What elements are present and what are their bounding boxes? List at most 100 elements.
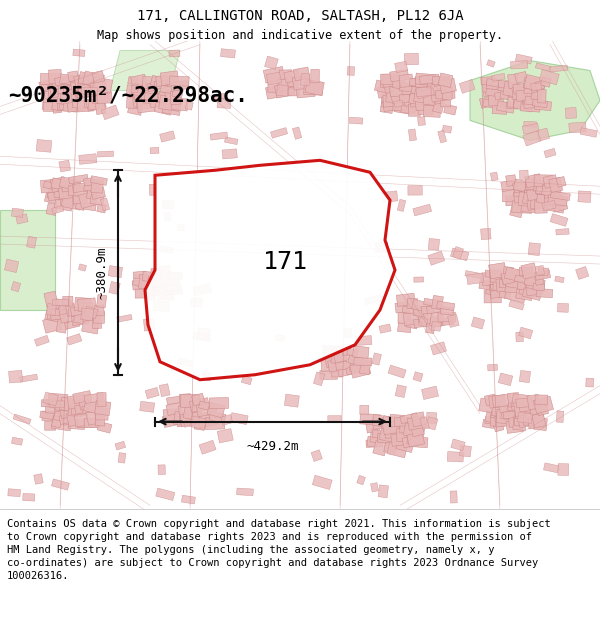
Bar [81, 308, 100, 321]
Bar [434, 95, 444, 104]
Bar [34, 335, 49, 346]
Bar [372, 430, 391, 438]
Bar [409, 129, 416, 141]
Bar [402, 84, 413, 94]
Bar [109, 281, 120, 294]
Bar [397, 429, 410, 441]
Bar [479, 96, 495, 108]
Bar [516, 332, 523, 342]
Bar [34, 474, 43, 484]
Bar [149, 184, 156, 196]
Bar [69, 76, 82, 91]
Bar [90, 86, 102, 100]
Bar [144, 284, 158, 296]
Bar [163, 409, 181, 423]
Bar [409, 93, 424, 105]
Bar [284, 394, 299, 407]
Bar [544, 463, 559, 472]
Bar [52, 416, 72, 431]
Bar [52, 479, 70, 490]
Bar [95, 408, 108, 420]
Bar [507, 400, 518, 412]
Bar [373, 421, 382, 429]
Bar [520, 403, 536, 411]
Bar [499, 291, 511, 299]
Bar [147, 81, 165, 92]
Bar [415, 73, 436, 86]
Bar [379, 426, 397, 442]
Bar [101, 105, 119, 119]
Bar [58, 104, 74, 111]
Bar [535, 201, 547, 213]
Bar [535, 276, 544, 286]
Bar [389, 85, 409, 97]
Bar [490, 414, 505, 426]
Bar [97, 151, 113, 157]
Bar [424, 105, 440, 118]
Bar [128, 101, 143, 116]
Bar [348, 355, 364, 366]
Bar [382, 416, 399, 431]
Bar [370, 428, 380, 442]
Bar [181, 394, 200, 408]
Bar [451, 248, 469, 261]
Bar [311, 450, 322, 461]
Bar [402, 436, 416, 448]
Bar [400, 412, 418, 424]
Bar [531, 88, 543, 101]
Bar [139, 274, 156, 289]
Bar [403, 423, 425, 439]
Bar [183, 406, 202, 421]
Bar [241, 376, 252, 385]
Bar [513, 82, 532, 94]
Bar [178, 224, 184, 231]
Bar [89, 79, 104, 88]
Bar [418, 309, 427, 322]
Bar [50, 401, 65, 408]
Bar [331, 355, 347, 364]
Bar [154, 102, 173, 115]
Bar [39, 78, 59, 93]
Bar [484, 394, 496, 406]
Bar [8, 371, 23, 383]
Bar [209, 398, 229, 409]
Bar [372, 353, 382, 365]
Bar [416, 87, 431, 97]
Bar [397, 199, 406, 211]
Bar [154, 283, 172, 294]
Bar [181, 495, 196, 504]
Bar [437, 301, 455, 311]
Bar [74, 74, 89, 86]
Bar [179, 405, 191, 416]
Bar [58, 186, 77, 199]
Bar [440, 307, 454, 315]
Bar [521, 204, 536, 212]
Bar [400, 422, 410, 433]
Bar [374, 80, 392, 94]
Bar [190, 398, 210, 412]
Bar [143, 91, 162, 104]
Bar [160, 266, 171, 279]
Bar [505, 267, 524, 282]
Bar [522, 288, 542, 301]
Bar [520, 371, 530, 382]
Bar [133, 97, 145, 108]
Bar [367, 436, 377, 447]
Bar [43, 181, 63, 191]
Bar [199, 440, 216, 454]
Bar [492, 404, 509, 417]
Bar [148, 92, 167, 108]
Bar [271, 127, 287, 138]
Bar [52, 206, 64, 214]
Bar [523, 131, 541, 146]
Bar [82, 302, 94, 314]
Bar [409, 93, 426, 108]
Bar [61, 199, 76, 206]
Bar [53, 409, 64, 421]
Bar [47, 189, 68, 201]
Bar [569, 122, 586, 133]
Bar [427, 79, 438, 92]
Bar [337, 362, 356, 377]
Bar [503, 411, 518, 419]
Bar [428, 98, 441, 106]
